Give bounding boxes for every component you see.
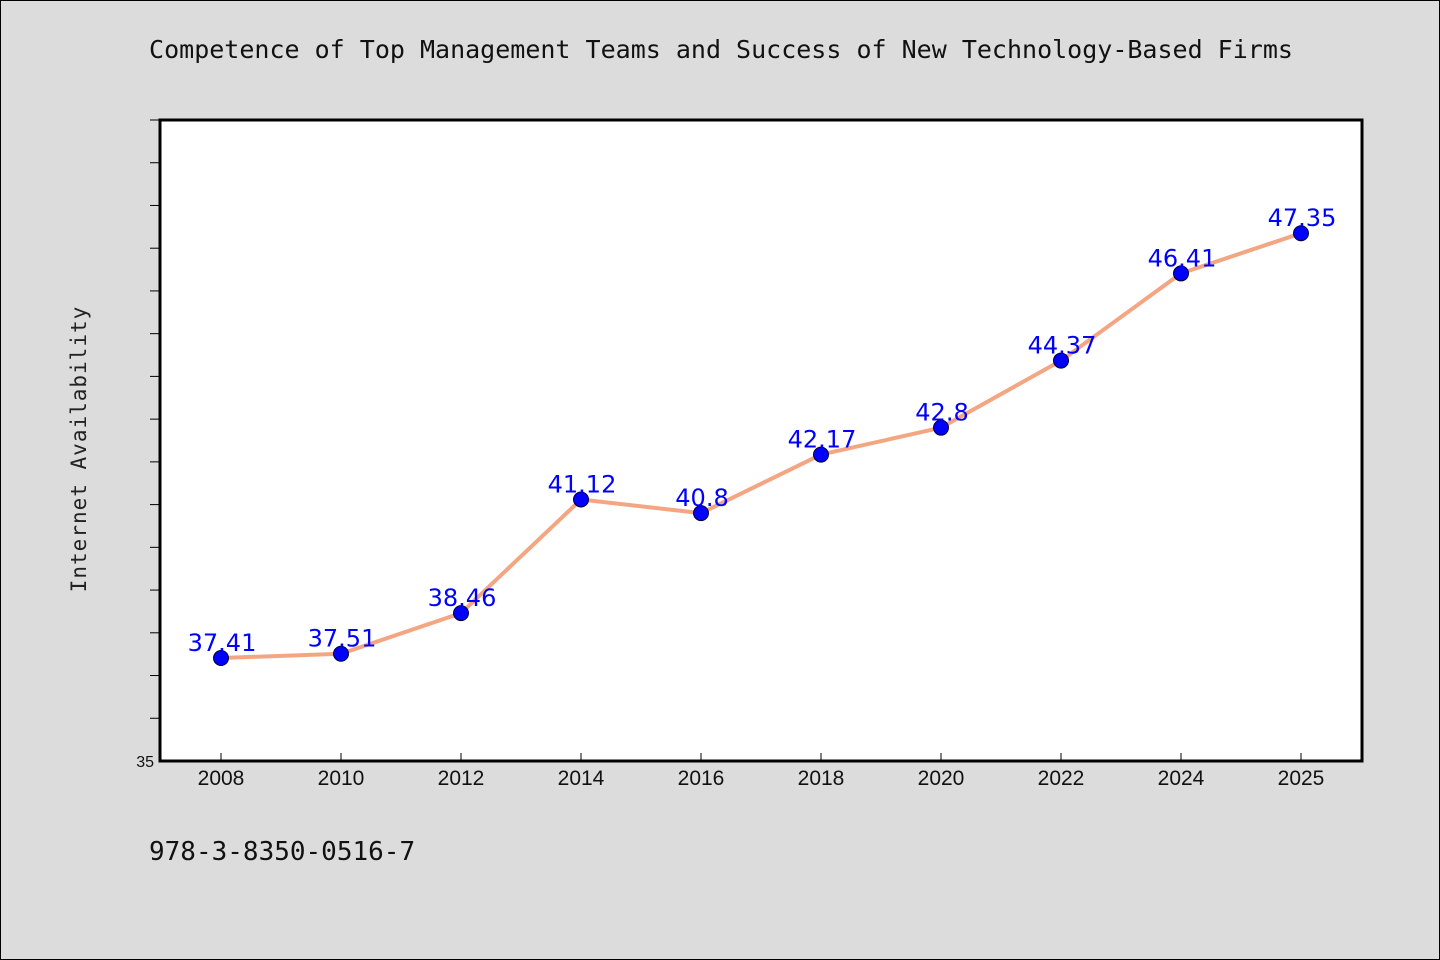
x-tick-label: 2014 bbox=[558, 767, 605, 790]
data-label: 42.17 bbox=[788, 426, 857, 454]
data-label: 40.8 bbox=[675, 484, 728, 512]
data-points bbox=[213, 225, 1309, 667]
data-point bbox=[1053, 352, 1069, 369]
data-label: 41.12 bbox=[548, 470, 617, 498]
x-tick-label: 2020 bbox=[918, 767, 965, 790]
series-line bbox=[219, 231, 1303, 661]
data-label: 37.41 bbox=[188, 629, 257, 657]
data-label: 47.35 bbox=[1268, 204, 1337, 232]
data-point bbox=[1293, 225, 1309, 242]
x-tick-label: 2024 bbox=[1158, 767, 1205, 790]
data-point bbox=[813, 446, 829, 463]
data-point bbox=[333, 645, 349, 662]
data-labels: 37.41 37.51 38.46 41.12 40.8 42.17 42.8 44.37 46… bbox=[188, 204, 1337, 657]
data-label: 44.37 bbox=[1028, 332, 1097, 360]
x-tick-label: 2025 bbox=[1278, 767, 1325, 790]
x-tick-label: 2012 bbox=[438, 767, 485, 790]
data-point bbox=[453, 605, 469, 622]
data-point bbox=[933, 419, 949, 436]
data-point bbox=[693, 505, 709, 522]
x-tick-label: 2010 bbox=[318, 767, 365, 790]
data-label: 37.51 bbox=[308, 625, 377, 653]
data-point bbox=[1173, 265, 1189, 282]
x-tick-label: 2016 bbox=[678, 767, 725, 790]
y-axis-label: Internet Availability bbox=[67, 305, 91, 593]
y-tick-label: 35 bbox=[136, 754, 154, 771]
chart-title: Competence of Top Management Teams and S… bbox=[149, 35, 1293, 64]
data-label: 42.8 bbox=[915, 399, 968, 427]
data-point bbox=[213, 650, 229, 667]
plot-area bbox=[158, 118, 1364, 763]
data-label: 38.46 bbox=[428, 584, 497, 612]
data-point bbox=[573, 491, 589, 508]
x-axis-ticks: 2008 2010 2012 2014 2016 2018 2020 2022 2024 2025 bbox=[198, 753, 1325, 790]
footer-code: 978-3-8350-0516-7 bbox=[149, 837, 416, 867]
y-axis-ticks: 35 bbox=[136, 119, 160, 771]
x-tick-label: 2018 bbox=[798, 767, 845, 790]
data-label: 46.41 bbox=[1148, 244, 1217, 272]
x-tick-label: 2008 bbox=[198, 767, 245, 790]
x-tick-label: 2022 bbox=[1038, 767, 1085, 790]
